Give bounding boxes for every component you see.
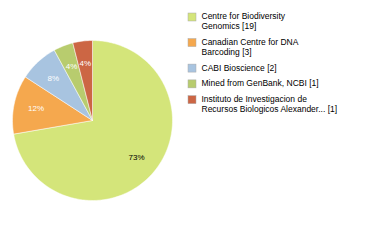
svg-text:8%: 8% — [48, 74, 60, 83]
svg-text:Mined from GenBank, NCBI [1]: Mined from GenBank, NCBI [1] — [202, 78, 319, 88]
svg-text:4%: 4% — [66, 62, 78, 71]
svg-text:73%: 73% — [129, 153, 145, 162]
svg-text:12%: 12% — [28, 104, 44, 113]
svg-text:4%: 4% — [80, 59, 92, 68]
svg-text:CABI Bioscience [2]: CABI Bioscience [2] — [202, 63, 277, 73]
svg-text:Instituto de Investigacion deR: Instituto de Investigacion deRecursos Bi… — [202, 94, 338, 114]
svg-text:Centre for BiodiversityGenomic: Centre for BiodiversityGenomics [19] — [202, 11, 286, 31]
svg-text:Canadian Centre for DNABarcodi: Canadian Centre for DNABarcoding [3] — [202, 37, 299, 57]
